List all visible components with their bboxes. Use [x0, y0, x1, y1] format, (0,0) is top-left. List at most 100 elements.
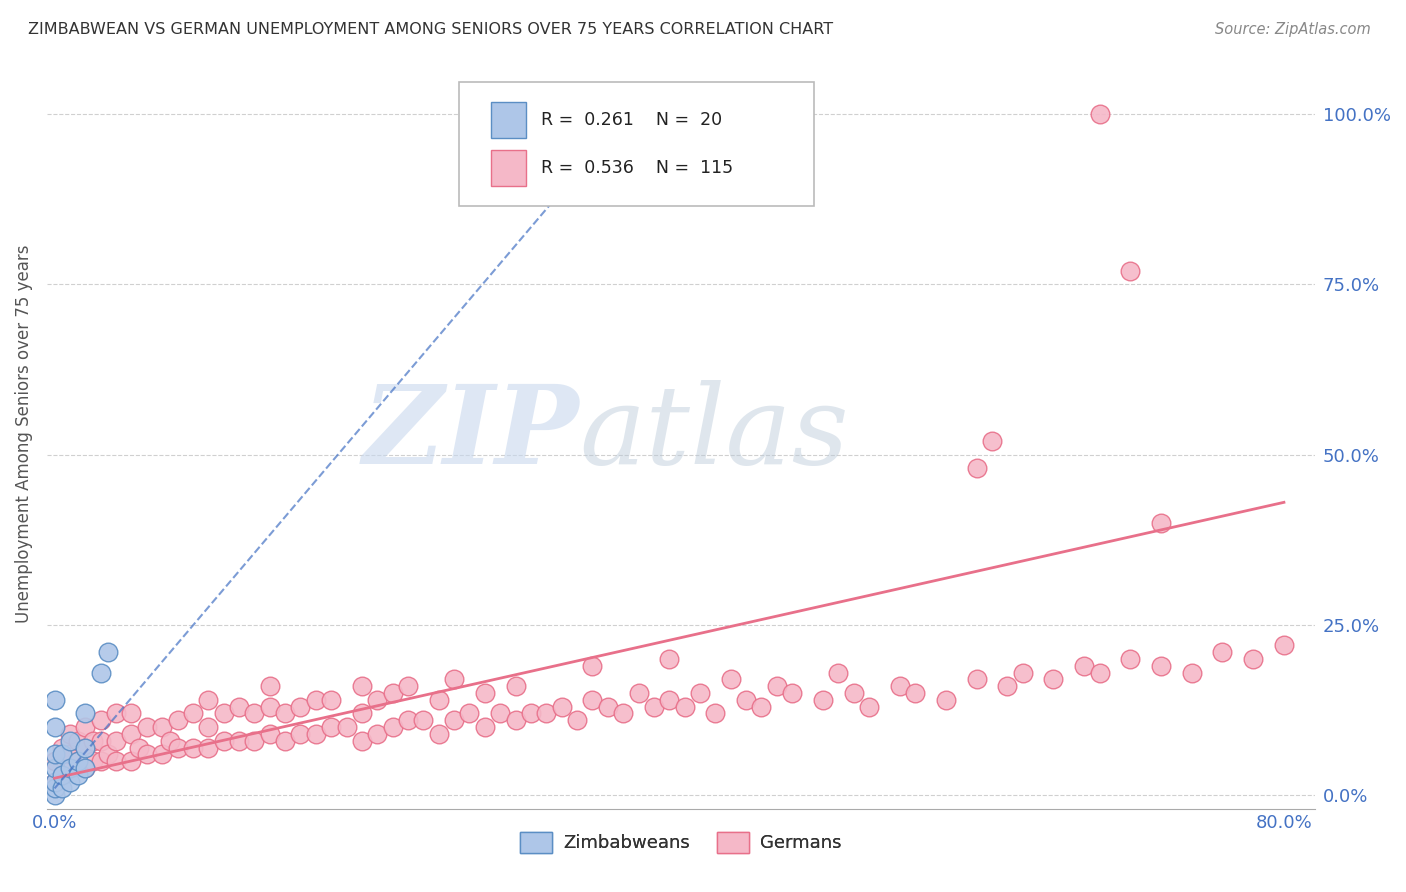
- Point: [181, 706, 204, 721]
- Point: [673, 699, 696, 714]
- Point: [44, 720, 66, 734]
- Point: [166, 740, 188, 755]
- Point: [474, 720, 496, 734]
- Point: [44, 761, 66, 775]
- FancyBboxPatch shape: [491, 150, 526, 186]
- Point: [274, 706, 297, 721]
- Point: [751, 699, 773, 714]
- Point: [581, 693, 603, 707]
- Point: [90, 733, 112, 747]
- Point: [290, 727, 312, 741]
- Point: [66, 754, 89, 768]
- Point: [59, 761, 82, 775]
- Point: [658, 652, 681, 666]
- Point: [120, 727, 142, 741]
- Text: R =  0.261    N =  20: R = 0.261 N = 20: [541, 111, 723, 129]
- Point: [550, 699, 572, 714]
- Point: [105, 733, 128, 747]
- Point: [766, 679, 789, 693]
- Point: [1119, 264, 1142, 278]
- Text: R =  0.536    N =  115: R = 0.536 N = 115: [541, 159, 734, 177]
- Point: [259, 727, 281, 741]
- Point: [842, 686, 865, 700]
- Point: [780, 686, 803, 700]
- FancyBboxPatch shape: [458, 82, 814, 206]
- Point: [44, 774, 66, 789]
- Point: [66, 733, 89, 747]
- Point: [935, 693, 957, 707]
- Point: [120, 754, 142, 768]
- Point: [305, 693, 328, 707]
- Point: [366, 727, 388, 741]
- Point: [381, 686, 404, 700]
- Point: [350, 733, 373, 747]
- Point: [44, 781, 66, 796]
- Point: [51, 747, 73, 762]
- Point: [811, 693, 834, 707]
- Point: [966, 461, 988, 475]
- Point: [128, 740, 150, 755]
- Point: [75, 740, 97, 755]
- Point: [1042, 673, 1064, 687]
- Point: [489, 706, 512, 721]
- Point: [520, 706, 543, 721]
- Point: [135, 720, 157, 734]
- Point: [396, 679, 419, 693]
- Point: [44, 774, 66, 789]
- Point: [350, 679, 373, 693]
- Point: [735, 693, 758, 707]
- Point: [166, 714, 188, 728]
- Point: [105, 706, 128, 721]
- Point: [51, 781, 73, 796]
- Point: [704, 706, 727, 721]
- Point: [981, 434, 1004, 448]
- FancyBboxPatch shape: [491, 102, 526, 138]
- Point: [581, 658, 603, 673]
- Point: [120, 706, 142, 721]
- Point: [321, 720, 343, 734]
- Point: [59, 761, 82, 775]
- Point: [474, 686, 496, 700]
- Legend: Zimbabweans, Germans: Zimbabweans, Germans: [513, 824, 849, 860]
- Point: [1150, 516, 1173, 530]
- Point: [643, 699, 665, 714]
- Point: [427, 727, 450, 741]
- Point: [827, 665, 849, 680]
- Point: [150, 747, 173, 762]
- Point: [51, 768, 73, 782]
- Point: [59, 747, 82, 762]
- Point: [75, 740, 97, 755]
- Point: [97, 747, 120, 762]
- Point: [627, 686, 650, 700]
- Point: [658, 693, 681, 707]
- Text: atlas: atlas: [579, 381, 849, 488]
- Point: [197, 740, 219, 755]
- Point: [381, 720, 404, 734]
- Point: [412, 714, 434, 728]
- Point: [228, 733, 250, 747]
- Point: [1272, 639, 1295, 653]
- Point: [889, 679, 911, 693]
- Point: [321, 693, 343, 707]
- Point: [505, 679, 527, 693]
- Point: [135, 747, 157, 762]
- Point: [1119, 652, 1142, 666]
- Point: [443, 673, 465, 687]
- Point: [536, 706, 558, 721]
- Point: [858, 699, 880, 714]
- Point: [212, 733, 235, 747]
- Point: [44, 747, 66, 762]
- Point: [97, 645, 120, 659]
- Point: [396, 714, 419, 728]
- Point: [1181, 665, 1204, 680]
- Text: Source: ZipAtlas.com: Source: ZipAtlas.com: [1215, 22, 1371, 37]
- Point: [82, 754, 104, 768]
- Point: [443, 714, 465, 728]
- Point: [458, 706, 481, 721]
- Point: [350, 706, 373, 721]
- Point: [159, 733, 181, 747]
- Point: [427, 693, 450, 707]
- Point: [59, 733, 82, 747]
- Point: [51, 740, 73, 755]
- Point: [212, 706, 235, 721]
